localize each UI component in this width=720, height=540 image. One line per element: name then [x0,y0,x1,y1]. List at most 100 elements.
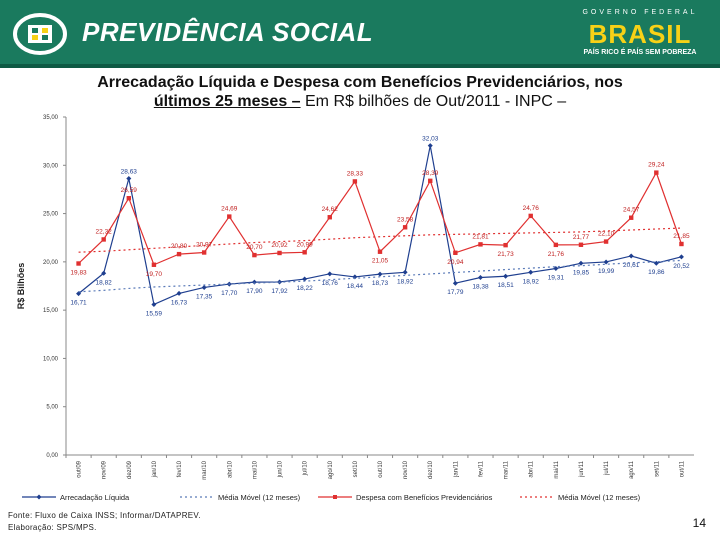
data-point-despesa [402,225,408,230]
x-tick-label: out/11 [679,460,685,477]
x-tick-label: mar/11 [504,460,510,479]
data-point-arrecadacao [477,275,483,281]
x-tick-label: ago/11 [629,460,635,479]
data-point-despesa [503,242,508,248]
data-point-despesa [377,249,383,254]
x-tick-label: jul/11 [604,460,610,476]
data-point-arrecadacao [578,260,584,266]
legend-marker-2 [333,495,337,499]
page-number: 14 [692,516,706,530]
data-label-despesa: 29,24 [648,162,665,169]
data-label-despesa: 19,70 [146,271,163,278]
x-tick-label: mar/10 [202,460,208,479]
brand-title: PREVIDÊNCIA SOCIAL [82,17,374,47]
y-axis-label: R$ Bilhões [16,263,26,310]
data-label-arrecadacao: 17,79 [447,289,464,296]
legend-marker-0 [36,494,42,500]
data-point-despesa [126,196,131,201]
data-label-arrecadacao: 18,44 [347,283,364,290]
data-label-arrecadacao: 20,61 [623,262,640,269]
header-bar: PREVIDÊNCIA SOCIAL GOVERNO FEDERAL BRASI… [0,0,720,68]
data-label-despesa: 26,59 [121,187,138,194]
data-label-despesa: 21,76 [548,251,565,258]
data-label-despesa: 22,32 [96,228,113,235]
data-point-despesa [428,178,433,184]
legend-label-0: Arrecadação Líquida [60,493,130,502]
y-tick-label: 15,00 [43,308,59,314]
x-tick-label: set/11 [654,460,660,477]
x-tick-label: ago/10 [328,460,334,479]
data-label-arrecadacao: 17,90 [246,288,263,295]
x-tick-label: jul/10 [303,460,309,476]
data-point-arrecadacao [201,284,207,290]
data-label-arrecadacao: 16,73 [171,299,188,306]
x-tick-label: nov/09 [102,460,108,479]
data-point-arrecadacao [76,291,82,297]
x-tick-label: abr/10 [227,460,233,478]
y-tick-label: 35,00 [43,115,59,121]
data-label-despesa: 24,62 [322,206,339,213]
data-label-arrecadacao: 18,92 [523,278,540,285]
data-label-despesa: 21,81 [472,233,489,240]
data-point-arrecadacao [151,301,157,307]
data-point-despesa [578,242,584,247]
x-tick-label: mai/10 [252,460,258,479]
data-point-despesa [151,262,157,267]
data-label-despesa: 21,05 [372,258,389,265]
series-line-1 [78,259,682,293]
data-label-despesa: 20,92 [271,242,288,249]
header-divider [0,64,720,68]
previdencia-logo-icon [13,13,67,55]
title-normal: Em R$ bilhões de Out/2011 - INPC – [300,93,567,110]
x-tick-label: jan/10 [152,460,158,478]
data-point-arrecadacao [427,143,433,149]
series-line-3 [78,227,682,253]
data-label-despesa: 23,58 [397,216,414,223]
y-tick-label: 0,00 [46,453,58,459]
data-point-arrecadacao [101,270,107,276]
x-tick-label: mai/11 [554,460,560,478]
title-bold: Arrecadação Líquida e Despesa com Benefí… [97,74,623,91]
data-point-arrecadacao [377,271,383,277]
data-point-arrecadacao [653,260,659,266]
data-point-despesa [176,251,182,257]
data-label-despesa: 28,33 [347,170,364,177]
data-point-arrecadacao [352,274,358,280]
data-label-despesa: 21,77 [573,234,590,241]
data-label-arrecadacao: 18,82 [96,279,113,286]
x-tick-label: jun/11 [579,460,585,478]
x-tick-label: dez/10 [428,460,434,479]
data-label-arrecadacao: 19,31 [548,275,565,282]
x-tick-label: jun/10 [278,460,284,478]
data-point-despesa [277,250,282,256]
data-label-arrecadacao: 32,03 [422,136,439,143]
data-point-arrecadacao [327,271,333,277]
data-label-arrecadacao: 16,71 [70,300,87,307]
data-point-arrecadacao [452,280,458,286]
data-label-despesa: 20,99 [296,241,313,248]
data-point-arrecadacao [251,279,257,285]
data-point-despesa [528,213,533,219]
data-point-despesa [453,250,458,255]
data-point-despesa [76,261,81,266]
data-label-arrecadacao: 18,73 [372,280,389,287]
slide-title: Arrecadação Líquida e Despesa com Benefí… [10,73,710,111]
data-point-arrecadacao [402,269,408,275]
data-label-despesa: 20,80 [171,243,188,250]
data-label-despesa: 20,94 [447,259,464,266]
data-point-despesa [478,242,483,247]
data-label-arrecadacao: 19,85 [573,269,590,276]
line-chart: 0,00 5,00 10,00 15,00 20,00 25,00 30,00 35,00 R$… [16,115,694,502]
data-point-arrecadacao [528,269,534,275]
legend-label-2: Despesa com Benefícios Previdenciários [356,493,493,502]
data-point-despesa [327,215,332,220]
data-label-arrecadacao: 20,52 [673,263,690,270]
data-point-arrecadacao [176,290,182,296]
data-label-arrecadacao: 17,35 [196,293,213,300]
governo-federal-logo: GOVERNO FEDERAL BRASIL PAÍS RICO É PAÍS … [572,9,708,61]
data-label-despesa: 19,83 [70,269,87,276]
data-label-despesa: 22,10 [598,231,615,238]
data-point-despesa [302,250,307,255]
data-point-despesa [252,252,257,258]
data-label-arrecadacao: 18,51 [497,282,514,289]
